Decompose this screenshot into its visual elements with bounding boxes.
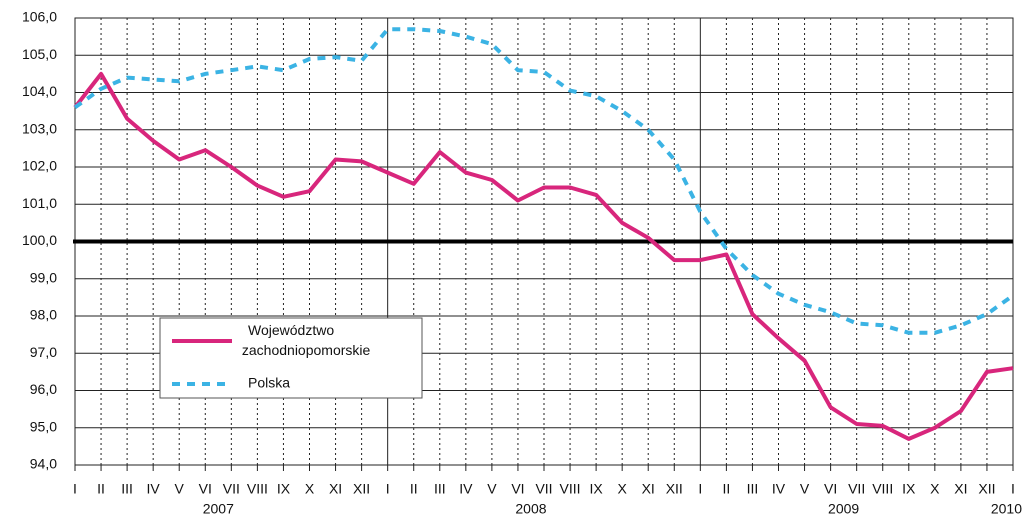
x-tick-label: II: [722, 481, 730, 497]
x-tick-label: VIII: [872, 481, 893, 497]
x-tick-label: XII: [666, 481, 683, 497]
y-tick-label: 94,0: [30, 456, 57, 472]
y-tick-label: 98,0: [30, 307, 57, 323]
y-tick-label: 102,0: [22, 158, 57, 174]
x-tick-label: XI: [329, 481, 342, 497]
y-tick-label: 104,0: [22, 83, 57, 99]
year-label: 2008: [515, 501, 546, 517]
x-tick-label: X: [617, 481, 627, 497]
series-line: [73, 27, 1015, 335]
y-tick-label: 97,0: [30, 344, 57, 360]
x-tick-label: I: [1011, 481, 1015, 497]
y-tick-label: 100,0: [22, 232, 57, 248]
x-tick-label: VII: [848, 481, 865, 497]
x-tick-label: I: [73, 481, 77, 497]
y-tick-label: 105,0: [22, 46, 57, 62]
x-tick-label: VIII: [560, 481, 581, 497]
x-tick-label: III: [747, 481, 759, 497]
y-tick-label: 106,0: [22, 9, 57, 25]
x-tick-label: VII: [223, 481, 240, 497]
x-tick-label: X: [305, 481, 315, 497]
x-tick-label: IX: [277, 481, 291, 497]
year-label: 2010: [991, 501, 1022, 517]
y-tick-label: 101,0: [22, 195, 57, 211]
x-tick-label: VII: [535, 481, 552, 497]
x-tick-label: I: [386, 481, 390, 497]
x-tick-label: V: [175, 481, 185, 497]
y-tick-label: 95,0: [30, 418, 57, 434]
x-tick-label: XII: [353, 481, 370, 497]
x-tick-label: II: [410, 481, 418, 497]
x-tick-label: I: [698, 481, 702, 497]
x-tick-label: XII: [978, 481, 995, 497]
x-tick-label: VI: [824, 481, 837, 497]
legend-label: Polska: [248, 375, 290, 391]
series-line: [73, 71, 1014, 441]
y-tick-label: 96,0: [30, 381, 57, 397]
x-tick-label: IV: [459, 481, 473, 497]
y-tick-label: 99,0: [30, 269, 57, 285]
x-tick-label: IV: [147, 481, 161, 497]
x-tick-label: VI: [511, 481, 524, 497]
x-tick-label: IV: [772, 481, 786, 497]
year-label: 2009: [828, 501, 859, 517]
x-tick-label: X: [930, 481, 940, 497]
x-tick-label: XI: [642, 481, 655, 497]
x-tick-label: V: [487, 481, 497, 497]
year-label: 2007: [203, 501, 234, 517]
x-tick-label: VIII: [247, 481, 268, 497]
x-tick-label: IX: [902, 481, 916, 497]
legend-label: Województwo zachodniopomorskie: [238, 322, 371, 358]
x-tick-label: III: [121, 481, 133, 497]
x-tick-label: IX: [589, 481, 603, 497]
x-tick-label: III: [434, 481, 446, 497]
x-tick-label: II: [97, 481, 105, 497]
x-tick-label: V: [800, 481, 810, 497]
x-tick-label: VI: [199, 481, 212, 497]
x-tick-label: XI: [954, 481, 967, 497]
y-tick-label: 103,0: [22, 120, 57, 136]
